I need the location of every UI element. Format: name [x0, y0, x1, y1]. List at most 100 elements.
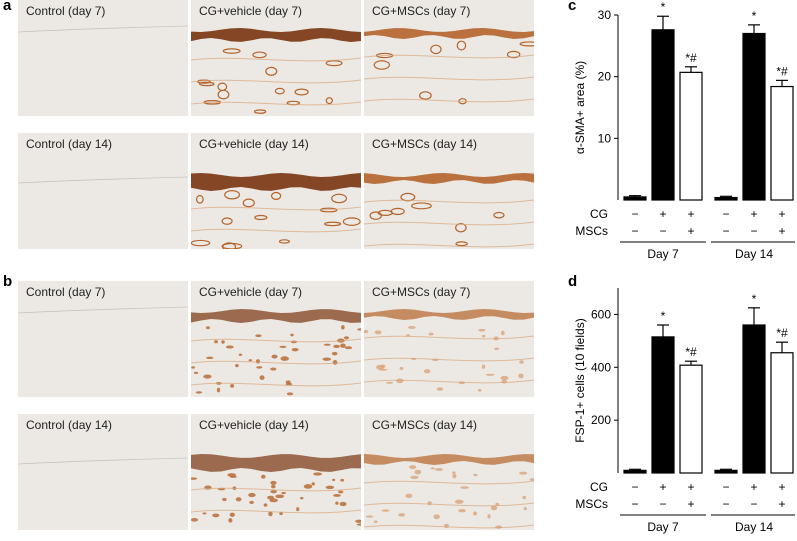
condition-sign: + — [687, 207, 694, 221]
stained-vessel — [455, 223, 467, 233]
stained-cell — [339, 501, 347, 507]
micrograph-label: CG+MSCs (day 14) — [372, 418, 478, 432]
stained-cell — [311, 482, 315, 486]
condition-row-label: CG — [590, 480, 608, 494]
stained-cell — [529, 478, 534, 481]
stained-cell — [191, 477, 198, 480]
stained-vessel — [195, 194, 204, 204]
stained-cell — [221, 340, 225, 344]
tissue-fiber — [191, 79, 361, 84]
stained-cell — [203, 374, 212, 379]
stained-cell — [341, 325, 345, 330]
stained-vessel — [519, 41, 534, 47]
stained-cell — [259, 375, 265, 381]
bar — [679, 71, 703, 201]
chart-d-fsp1-cells: 200 400 600 FSP-1+ cells (10 fields) − − * + − *#… — [573, 288, 795, 534]
y-tick-label: 400 — [591, 360, 611, 374]
bar — [651, 29, 675, 201]
stained-cell — [275, 494, 285, 499]
significance-label: *# — [685, 345, 697, 359]
stained-cell — [238, 353, 243, 356]
stained-cell — [225, 345, 234, 349]
condition-sign: + — [750, 207, 757, 221]
stained-vessel — [217, 89, 230, 100]
stained-vessel — [373, 60, 390, 70]
stained-cell — [436, 387, 444, 391]
stained-vessel — [224, 190, 241, 200]
stained-vessel — [294, 88, 309, 96]
stained-epithelium — [191, 454, 361, 472]
stained-cell — [332, 360, 338, 365]
stained-cell — [195, 391, 203, 394]
stained-cell — [222, 497, 227, 502]
stained-cell — [268, 511, 273, 517]
condition-sign: + — [778, 224, 785, 238]
stained-cell — [430, 467, 435, 470]
stained-cell — [212, 513, 220, 518]
micrograph-label: CG+MSCs (day 7) — [372, 285, 471, 299]
epithelium-line — [18, 25, 188, 33]
stained-vessel — [324, 221, 342, 227]
stained-vessel — [390, 207, 405, 216]
stained-cell — [376, 364, 385, 370]
y-tick-label: 200 — [591, 413, 611, 427]
stained-cell — [340, 478, 345, 482]
stained-cell — [495, 525, 502, 529]
tissue-fiber — [191, 57, 361, 62]
bar — [770, 352, 794, 474]
tissue-background — [18, 133, 188, 249]
stained-cell — [490, 505, 498, 511]
stained-cell — [279, 511, 283, 516]
tissue-image — [18, 414, 188, 530]
stained-vessel — [221, 217, 233, 225]
tissue-background — [18, 414, 188, 530]
bar — [679, 364, 703, 474]
stained-cell — [407, 325, 416, 329]
bar — [714, 469, 738, 474]
tissue-fiber — [364, 54, 534, 59]
micrograph-b-cgvehicle-day7: CG+vehicle (day 7) — [191, 281, 361, 397]
tissue-image — [191, 0, 361, 116]
stained-cell — [378, 368, 388, 371]
panel-letter-a: a — [3, 0, 12, 14]
tissue-fiber — [191, 382, 361, 387]
stained-cell — [500, 375, 509, 381]
stained-cell — [519, 360, 524, 364]
stained-cell — [202, 512, 207, 515]
condition-sign: + — [687, 224, 694, 238]
stained-cell — [228, 518, 233, 523]
stained-cell — [206, 356, 214, 360]
stained-vessel — [252, 51, 267, 59]
condition-row-label: MSCs — [575, 224, 608, 238]
stained-cell — [344, 346, 353, 350]
micrograph-label: Control (day 7) — [26, 285, 106, 299]
stained-cell — [230, 384, 235, 388]
stained-vessel — [265, 66, 278, 76]
stained-cell — [235, 497, 242, 502]
stained-cell — [270, 480, 277, 485]
stained-vessel — [191, 239, 211, 247]
epithelium-line — [18, 306, 188, 314]
stained-epithelium — [191, 173, 361, 191]
group-label: Day 14 — [735, 247, 773, 261]
stained-cell — [270, 484, 276, 489]
micrograph-a-control-day14: Control (day 14) — [18, 133, 188, 249]
bar — [623, 196, 647, 201]
stained-vessel — [278, 239, 290, 244]
tissue-background — [364, 133, 534, 249]
bar — [770, 85, 794, 201]
y-axis-label: FSP-1+ cells (10 fields) — [573, 318, 587, 442]
tissue-fiber — [364, 480, 534, 485]
condition-row-label: CG — [590, 207, 608, 221]
stained-epithelium — [191, 309, 361, 323]
stained-cell — [343, 336, 350, 340]
stained-cell — [414, 469, 422, 475]
stained-cell — [500, 330, 505, 336]
condition-sign: − — [659, 497, 666, 511]
stained-cell — [427, 501, 432, 506]
stained-cell — [281, 491, 286, 495]
group-label: Day 7 — [647, 520, 679, 534]
micrograph-label: CG+vehicle (day 14) — [199, 137, 309, 151]
condition-sign: + — [750, 480, 757, 494]
stained-cell — [523, 506, 527, 511]
